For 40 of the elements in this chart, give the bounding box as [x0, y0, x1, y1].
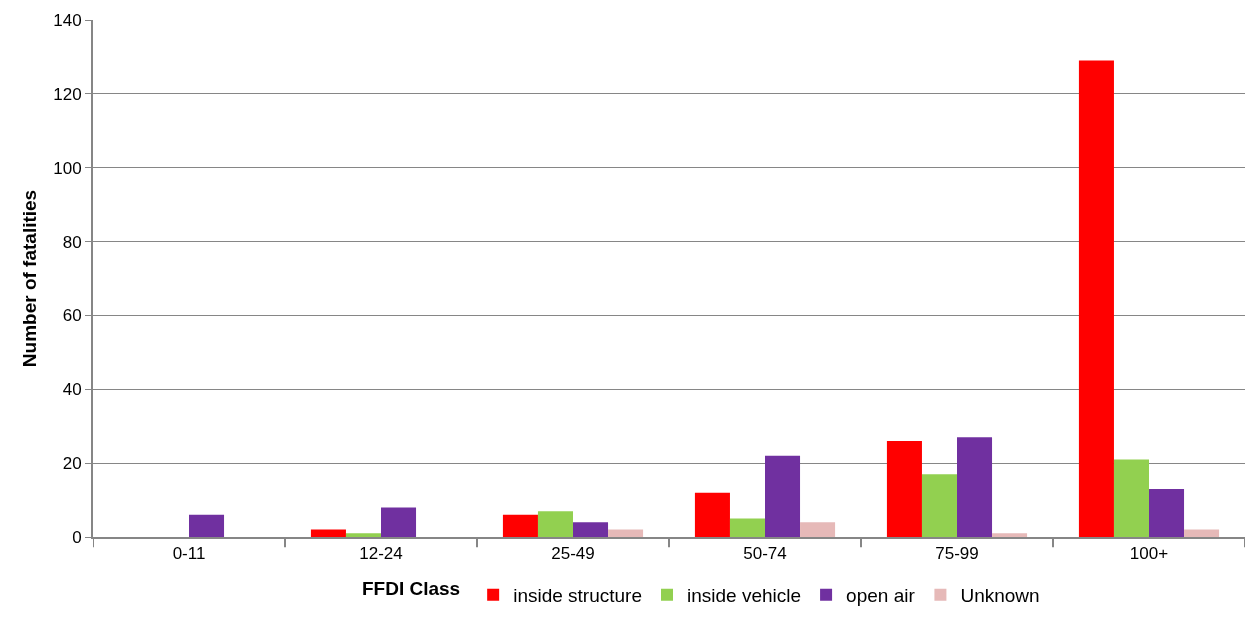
- bar: [1149, 488, 1185, 537]
- bar: [886, 440, 922, 537]
- y-tick-label: 80: [62, 232, 82, 252]
- bar: [189, 514, 225, 537]
- y-tick-label: 40: [62, 380, 82, 400]
- y-tick-label: 100: [53, 158, 82, 178]
- bar: [765, 455, 801, 537]
- y-tick-label: 0: [72, 527, 82, 547]
- bar: [502, 514, 538, 537]
- bar: [694, 492, 730, 537]
- bar: [1078, 60, 1114, 537]
- y-tick-label: 140: [53, 10, 82, 30]
- x-axis-title: FFDI Class: [362, 578, 461, 599]
- bar: [729, 518, 765, 537]
- y-tick-label: 120: [53, 84, 82, 104]
- x-tick-label: 0-11: [172, 544, 206, 564]
- bar: [608, 529, 644, 537]
- legend-label: open air: [846, 585, 916, 607]
- bar: [957, 437, 993, 537]
- legend-label: inside structure: [513, 585, 642, 607]
- bar: [1184, 529, 1220, 537]
- bar: [537, 511, 573, 537]
- y-tick-label: 20: [62, 454, 82, 474]
- x-tick-label: 12-24: [359, 544, 403, 564]
- x-tick-label: 25-49: [551, 544, 595, 564]
- bar: [345, 533, 381, 537]
- x-tick-label: 75-99: [935, 544, 979, 564]
- x-tick-label: 50-74: [743, 544, 787, 564]
- y-axis-title: Number of fatalities: [18, 189, 40, 368]
- legend-label: inside vehicle: [687, 585, 802, 607]
- bar: [992, 533, 1028, 537]
- bar: [1113, 459, 1149, 537]
- x-tick-label: 100+: [1129, 544, 1169, 564]
- bar: [310, 529, 346, 537]
- legend-label: Unknown: [960, 585, 1040, 607]
- bar: [381, 507, 417, 537]
- y-tick-label: 60: [62, 306, 82, 326]
- bar: [573, 522, 609, 537]
- bar: [921, 474, 957, 537]
- bar: [800, 522, 836, 537]
